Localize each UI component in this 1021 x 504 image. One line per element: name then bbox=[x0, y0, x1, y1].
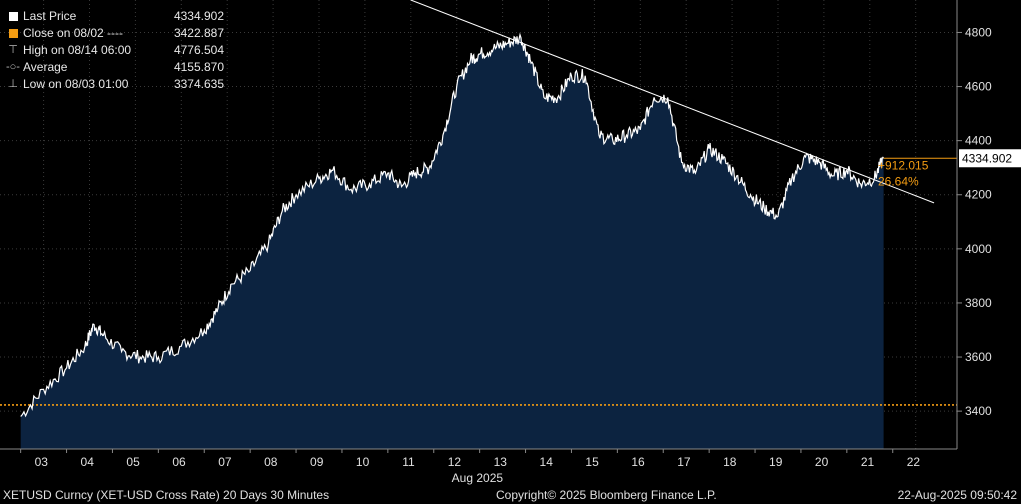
legend-label: Low on 08/03 01:00 bbox=[23, 77, 129, 91]
x-tick-label: 20 bbox=[815, 455, 829, 469]
x-tick-label: 11 bbox=[402, 455, 415, 469]
high-marker-icon: ⊤ bbox=[8, 44, 18, 56]
footer-bar: XETUSD Curncy (XET-USD Cross Rate) 20 Da… bbox=[0, 486, 1021, 504]
security-description: XETUSD Curncy (XET-USD Cross Rate) 20 Da… bbox=[3, 488, 330, 502]
x-tick-label: 22 bbox=[907, 455, 921, 469]
x-tick-label: 05 bbox=[126, 455, 140, 469]
timestamp: 22-Aug-2025 09:50:42 bbox=[897, 488, 1017, 502]
legend-item-close: Close on 08/02 ---- 3422.887 bbox=[4, 25, 226, 42]
x-tick-label: 04 bbox=[81, 455, 95, 469]
y-tick-label: 3600 bbox=[965, 350, 992, 364]
x-axis: 03 04 05 06 07 08 09 10 11 12 13 14 15 16 17 18 19 20 21 22 bbox=[0, 448, 957, 469]
price-area bbox=[20, 34, 884, 450]
x-tick-label: 14 bbox=[540, 455, 554, 469]
last-price-tag: 4334.902 bbox=[959, 149, 1021, 168]
y-tick-label: 4800 bbox=[965, 25, 992, 39]
x-tick-label: 06 bbox=[172, 455, 186, 469]
legend-value: 3422.887 bbox=[173, 26, 224, 40]
legend-label: Close on 08/02 ---- bbox=[23, 26, 124, 40]
x-tick-label: 18 bbox=[723, 455, 737, 469]
x-tick-label: 12 bbox=[448, 455, 462, 469]
x-month-label: Aug 2025 bbox=[452, 471, 504, 485]
change-absolute: +912.015 bbox=[878, 158, 929, 172]
x-tick-label: 07 bbox=[218, 455, 232, 469]
x-tick-label: 09 bbox=[310, 455, 324, 469]
last-price-value: 4334.902 bbox=[962, 151, 1012, 165]
y-tick-label: 4400 bbox=[965, 134, 992, 148]
legend-value: 3374.635 bbox=[173, 77, 224, 91]
last-price-tag-bg bbox=[959, 149, 1021, 168]
x-tick-label: 10 bbox=[356, 455, 370, 469]
trend-line bbox=[410, 0, 935, 204]
legend-item-low: ⊥ Low on 08/03 01:00 3374.635 bbox=[4, 76, 226, 93]
legend-label: Last Price bbox=[23, 9, 77, 23]
square-icon bbox=[9, 12, 18, 21]
square-icon bbox=[9, 29, 18, 38]
change-percent: 26.64% bbox=[878, 174, 919, 188]
y-tick-label: 4200 bbox=[965, 188, 992, 202]
x-tick-label: 21 bbox=[861, 455, 875, 469]
legend-item-last-price: Last Price 4334.902 bbox=[4, 8, 226, 25]
copyright: Copyright© 2025 Bloomberg Finance L.P. bbox=[496, 488, 717, 502]
legend: Last Price 4334.902 Close on 08/02 ---- … bbox=[4, 8, 226, 93]
legend-label: Average bbox=[23, 60, 68, 74]
x-tick-label: 19 bbox=[769, 455, 783, 469]
low-marker-icon: ⊥ bbox=[8, 78, 18, 90]
legend-value: 4334.902 bbox=[173, 9, 224, 23]
x-tick-label: 03 bbox=[35, 455, 49, 469]
y-axis: 3400 3600 3800 4000 4200 4400 4600 4800 bbox=[957, 25, 992, 418]
y-tick-label: 4000 bbox=[965, 242, 992, 256]
y-tick-label: 3800 bbox=[965, 296, 992, 310]
legend-value: 4155.870 bbox=[173, 60, 224, 74]
legend-label: High on 08/14 06:00 bbox=[23, 43, 132, 57]
legend-value: 4776.504 bbox=[173, 43, 224, 57]
y-tick-label: 4600 bbox=[965, 80, 992, 94]
legend-item-high: ⊤ High on 08/14 06:00 4776.504 bbox=[4, 42, 226, 59]
x-tick-label: 08 bbox=[264, 455, 278, 469]
average-marker-icon: -○- bbox=[6, 61, 20, 73]
x-tick-label: 13 bbox=[494, 455, 508, 469]
price-line bbox=[20, 32, 885, 418]
y-tick-label: 3400 bbox=[965, 404, 992, 418]
x-tick-label: 17 bbox=[677, 455, 691, 469]
x-tick-label: 15 bbox=[585, 455, 599, 469]
legend-item-average: -○- Average 4155.870 bbox=[4, 59, 226, 76]
x-tick-label: 16 bbox=[631, 455, 645, 469]
